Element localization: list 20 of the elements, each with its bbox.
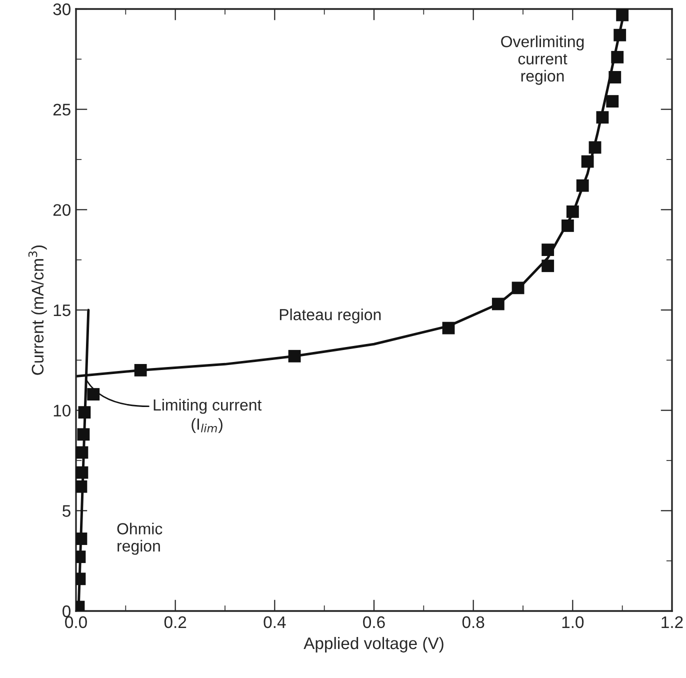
x-axis-title: Applied voltage (V) xyxy=(304,636,444,652)
x-tick-label: 0.6 xyxy=(363,616,385,628)
x-tick-label: 0.2 xyxy=(164,616,186,628)
annotation: Ohmic region xyxy=(117,522,162,555)
x-tick-label: 1.2 xyxy=(662,616,683,628)
annotation: Plateau region xyxy=(280,308,381,324)
y-axis-title: Current (mA/cm$^{3}$) xyxy=(28,246,47,375)
x-tick-label: 0.4 xyxy=(264,616,286,628)
x-tick-label: 0.8 xyxy=(462,616,484,628)
y-tick-label: 0 xyxy=(62,605,70,618)
y-tick-label: 15 xyxy=(54,304,70,316)
y-tick-label: 20 xyxy=(53,204,70,216)
y-tick-label: 5 xyxy=(62,505,70,517)
y-tick-label: 25 xyxy=(53,104,70,116)
x-tick-label: 1.0 xyxy=(562,616,584,628)
y-tick-label: 30 xyxy=(53,3,70,16)
x-tick-label: 0.0 xyxy=(65,616,87,628)
y-tick-label: 10 xyxy=(54,404,70,417)
annotation: Limiting current (I$_{lim}$) xyxy=(154,398,262,433)
annotation: Overlimiting current region xyxy=(501,36,584,85)
